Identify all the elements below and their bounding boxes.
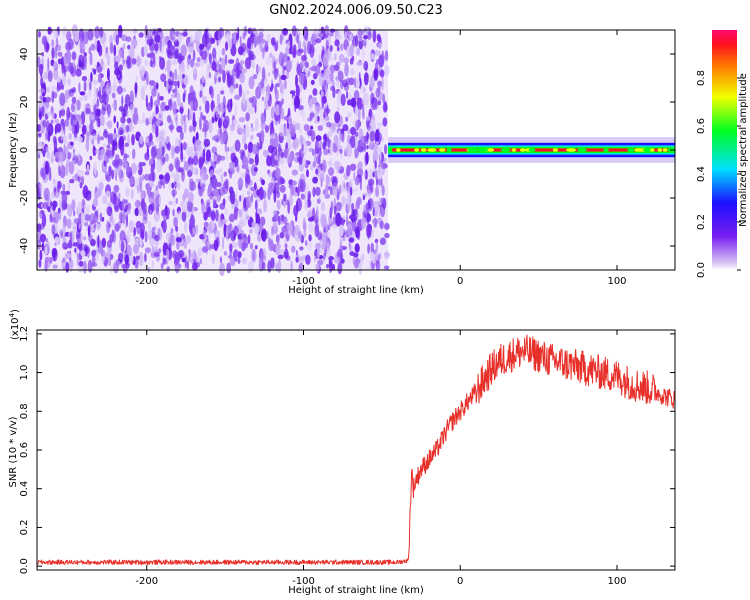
colorbar-ticks: 0.0 0.2 0.4 0.6 0.8 xyxy=(696,70,741,278)
signal-band xyxy=(388,137,677,163)
snr-y-tick-label: 1.2 xyxy=(19,326,30,342)
chart-title: GN02.2024.006.09.50.C23 xyxy=(269,3,443,18)
spectrogram-x-tick-label: -100 xyxy=(292,276,315,287)
colorbar-tick-label: 0.2 xyxy=(696,214,707,230)
spectrogram-x-tick-label: 100 xyxy=(607,276,626,287)
snr-series-line xyxy=(36,334,676,566)
spectrogram-heatmap xyxy=(35,24,677,277)
snr-x-tick-label: -200 xyxy=(135,576,158,587)
colorbar-tick-label: 0.8 xyxy=(696,70,707,86)
spectrogram-x-axis-label: Height of straight line (km) xyxy=(288,285,424,296)
colorbar-tick-label: 0.6 xyxy=(696,118,707,134)
snr-frame xyxy=(36,329,676,571)
snr-x-axis-label: Height of straight line (km) xyxy=(288,585,424,596)
colorbar-tick-label: 0.4 xyxy=(696,166,707,182)
colorbar: 0.0 0.2 0.4 0.6 0.8 Normalized spectral ampl… xyxy=(696,30,749,278)
spectrogram-y-tick-label: -20 xyxy=(19,190,30,206)
snr-x-tick-label: 0 xyxy=(457,576,463,587)
colorbar-tick-label: 0.0 xyxy=(696,262,707,278)
snr-y-tick-label: 0.6 xyxy=(19,442,30,458)
snr-y-tick-label: 0.0 xyxy=(19,558,30,574)
snr-y-tick-label: 0.8 xyxy=(19,403,30,419)
snr-ticks: -200 -100 0 100 0.0 0.2 0.4 0.6 0.8 1.0 1.2 xyxy=(19,326,675,587)
snr-y-tick-label: 0.4 xyxy=(19,481,30,497)
spectrogram-y-tick-label: 40 xyxy=(19,48,30,61)
spectrogram-x-tick-label: 0 xyxy=(457,276,463,287)
colorbar-gradient xyxy=(712,30,737,270)
spectrogram-y-tick-label: -40 xyxy=(19,238,30,254)
colorbar-label: Normalized spectral amplitude xyxy=(738,73,749,227)
snr-y-axis-label: SNR (10 * v/v) xyxy=(8,416,19,487)
snr-y-tick-label: 1.0 xyxy=(19,365,30,381)
snr-y-tick-label: 0.2 xyxy=(19,519,30,535)
spectrogram-x-tick-label: -200 xyxy=(135,276,158,287)
snr-x-tick-label: 100 xyxy=(607,576,626,587)
spectrogram-y-axis-label: Frequency (Hz) xyxy=(8,112,19,188)
snr-multiplier-close: ) xyxy=(10,309,21,313)
snr-x-tick-label: -100 xyxy=(292,576,315,587)
noise-speckle xyxy=(35,24,390,277)
svg-text:(x104): (x104) xyxy=(8,309,21,340)
snr-multiplier-exp: 4 xyxy=(8,312,16,317)
spectrogram-y-tick-label: 0 xyxy=(19,147,30,153)
snr-panel: -200 -100 0 100 0.0 0.2 0.4 0.6 0.8 1.0 1.2 Height… xyxy=(8,309,676,596)
spectrogram-y-tick-label: 20 xyxy=(19,96,30,109)
snr-multiplier: (x104) xyxy=(8,309,21,340)
snr-multiplier-base: (x10 xyxy=(10,317,21,340)
